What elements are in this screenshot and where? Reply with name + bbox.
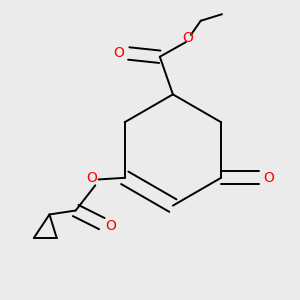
Text: O: O bbox=[86, 171, 97, 185]
Text: O: O bbox=[106, 219, 116, 233]
Text: O: O bbox=[264, 171, 274, 185]
Text: O: O bbox=[113, 46, 124, 61]
Text: O: O bbox=[182, 31, 193, 45]
